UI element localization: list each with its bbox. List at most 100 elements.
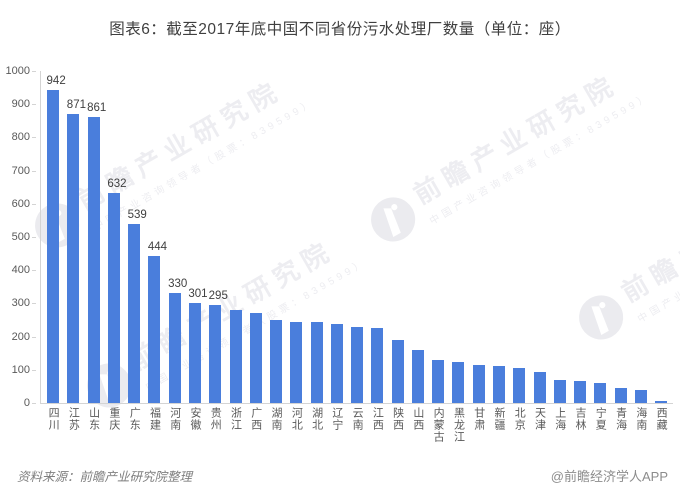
bar [634, 390, 647, 403]
bar-slot [246, 71, 266, 403]
x-axis-label: 宁夏 [594, 407, 607, 431]
x-axis-label: 福建 [148, 407, 161, 431]
x-axis-label: 安徽 [188, 407, 201, 431]
y-axis-tick-mark [32, 203, 36, 205]
bar [148, 255, 161, 403]
x-axis-label: 四川 [47, 407, 60, 431]
y-axis-tick-label: 600 [11, 197, 30, 210]
x-axis-label: 河南 [168, 407, 181, 431]
bar-slot [448, 71, 468, 403]
y-axis-tick-mark [32, 137, 36, 139]
bar-value-label: 942 [46, 75, 66, 88]
x-axis-label: 青海 [614, 407, 627, 431]
bar-slot [306, 71, 326, 403]
bar-slot [651, 71, 671, 403]
y-axis-tick-mark [32, 403, 36, 404]
bar-slot [428, 71, 448, 403]
x-axis-label: 上海 [553, 407, 566, 431]
bar [128, 224, 141, 403]
bar [533, 372, 546, 403]
bar [310, 322, 323, 403]
y-axis-tick-label: 900 [11, 98, 30, 111]
bar-slot: 871 [63, 71, 86, 403]
chart-title: 图表6：截至2017年底中国不同省份污水处理厂数量（单位：座） [109, 21, 571, 38]
bar [513, 368, 526, 403]
bar-slot [550, 71, 570, 403]
y-axis: 0 100 200 300 400 500 600 700 800 900 1000 [0, 65, 36, 409]
bar-slot [408, 71, 428, 403]
x-axis-label: 黑龙江 [452, 407, 465, 443]
bar-value-label: 632 [107, 178, 127, 191]
bar [290, 321, 303, 403]
y-axis-tick-label: 400 [11, 264, 30, 277]
bar-value-label: 444 [147, 240, 168, 253]
y-axis-tick-mark [32, 170, 36, 172]
bar-slot [469, 71, 489, 403]
x-axis-label: 新疆 [492, 407, 505, 431]
bar [371, 327, 384, 403]
y-axis-tick-label: 700 [11, 164, 30, 177]
x-axis-label: 北京 [513, 407, 526, 431]
x-axis-label: 海南 [634, 407, 647, 431]
y-axis-tick-label: 500 [11, 231, 30, 243]
bar [188, 303, 201, 403]
x-axis-label: 浙江 [229, 407, 242, 431]
bar-slot: 942 [43, 71, 66, 403]
bar-value-label: 861 [87, 102, 107, 115]
x-axis-labels: 四川 江苏 山东 重庆 广东 福建 河南 安徽 贵州 浙江 广西 湖南 河北 湖北 辽宁 云南 江西 陕西 山西 内蒙… [41, 407, 673, 457]
y-axis-tick-label: 800 [11, 131, 30, 144]
x-axis-label: 重庆 [107, 407, 120, 431]
bar [574, 381, 587, 403]
bar-value-label: 871 [66, 98, 86, 111]
x-axis-label: 内蒙古 [432, 407, 445, 443]
bar-slot [388, 71, 408, 403]
bar [168, 293, 181, 403]
y-axis-tick-mark [32, 369, 36, 371]
bar-value-label: 330 [168, 278, 188, 291]
bar-slot: 539 [124, 71, 147, 403]
bar [553, 380, 566, 403]
bar [47, 90, 60, 403]
bar-slot [367, 71, 387, 403]
bar-slot [286, 71, 306, 403]
x-axis-label: 云南 [351, 407, 364, 431]
bar [67, 113, 80, 403]
y-axis-tick-mark [32, 336, 36, 338]
y-axis-tick-label: 100 [11, 363, 30, 376]
x-axis-line [40, 403, 673, 404]
y-axis-tick-mark [32, 237, 36, 238]
bar-slot: 861 [84, 71, 107, 403]
y-axis-tick-mark [32, 303, 36, 305]
y-axis-tick-label: 300 [11, 297, 30, 310]
brand-note: @前瞻经济学人APP [550, 469, 668, 484]
x-axis-label: 江苏 [67, 407, 80, 431]
bar [411, 349, 424, 403]
bar [87, 117, 100, 403]
bar-slot [631, 71, 651, 403]
x-axis-label: 广东 [128, 407, 141, 431]
x-axis-label: 辽宁 [330, 407, 343, 431]
bar-slot [570, 71, 590, 403]
bar [270, 319, 283, 403]
x-axis-label: 河北 [290, 407, 303, 431]
bar-series: 942 871 861 632 539 444 330 301 295 [41, 71, 673, 403]
bar-slot [225, 71, 245, 403]
bar [594, 383, 607, 403]
bar [472, 365, 485, 403]
x-axis-label: 湖北 [310, 407, 323, 431]
bar-slot: 301 [185, 71, 208, 403]
bar-slot: 444 [144, 71, 168, 403]
x-axis-label: 江西 [371, 407, 384, 431]
x-axis-label: 吉林 [574, 407, 587, 431]
x-axis-label: 天津 [533, 407, 546, 431]
source-note: 资料来源：前瞻产业研究院整理 [17, 470, 193, 484]
bar-value-label: 295 [208, 290, 228, 303]
x-axis-label: 陕西 [391, 407, 404, 431]
bar [452, 361, 465, 403]
x-axis-label: 西藏 [655, 407, 668, 431]
y-axis-tick-mark [32, 71, 36, 72]
y-axis-tick-mark [32, 104, 36, 106]
bar [107, 193, 120, 403]
y-axis-tick-mark [32, 270, 36, 272]
